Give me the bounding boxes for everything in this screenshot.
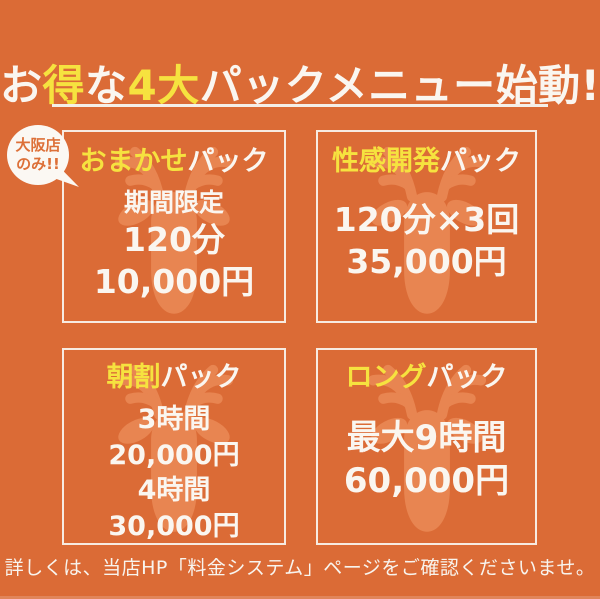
pack-title-highlight: 性感開発 <box>332 146 440 177</box>
pack-title-highlight: 朝割 <box>106 362 161 393</box>
pack-card-omakase: おまかせパック 期間限定 120分 10,000円 <box>62 130 286 323</box>
badge-circle <box>7 125 69 185</box>
pack-detail: 4時間 <box>137 475 211 507</box>
pack-title-highlight: ロング <box>345 362 427 393</box>
footer-note: 詳しくは、当店HP「料金システム」ページをご確認くださいませ。 <box>4 557 596 579</box>
pack-detail: 120分×3回 <box>333 200 520 240</box>
pack-title: ロングパック <box>318 362 535 394</box>
badge-line-1: 大阪店 <box>15 136 61 155</box>
pack-detail: 120分 <box>123 220 225 260</box>
pack-title-suffix: パック <box>187 146 269 177</box>
badge-line-2: のみ!! <box>16 155 60 173</box>
pack-detail: 3時間 <box>137 404 211 436</box>
headline-segment-highlight: 4大 <box>127 61 200 111</box>
pack-title: おまかせパック <box>64 146 284 178</box>
pack-detail: 期間限定 <box>123 188 224 218</box>
badge-text: 大阪店 のみ!! <box>7 125 69 185</box>
pack-title-suffix: パック <box>426 362 508 393</box>
headline-divider <box>52 104 548 107</box>
pack-title-highlight: おまかせ <box>79 146 188 177</box>
bottom-edge-strip <box>0 596 600 599</box>
osaka-only-badge: 大阪店 のみ!! <box>7 125 79 187</box>
headline-segment: パックメニュー始動! <box>199 61 600 111</box>
pack-price: 60,000円 <box>343 461 510 502</box>
pack-price: 35,000円 <box>346 241 507 281</box>
pack-card-long: ロングパック 最大9時間 60,000円 <box>316 348 537 545</box>
pack-card-seikan-kaihatsu: 性感開発パック 120分×3回 35,000円 <box>316 130 537 323</box>
pack-detail: 最大9時間 <box>346 418 507 459</box>
pack-price: 30,000円 <box>108 510 240 542</box>
pack-title-suffix: パック <box>160 362 242 393</box>
pack-card-asawari: 朝割パック 3時間 20,000円 4時間 30,000円 <box>62 348 286 545</box>
pack-title-suffix: パック <box>440 146 521 177</box>
headline: お得な4大パックメニュー始動! <box>0 52 600 113</box>
headline-segment: お <box>0 61 43 111</box>
pack-title: 朝割パック <box>64 362 284 394</box>
headline-segment: な <box>85 61 128 111</box>
pack-price: 20,000円 <box>108 439 240 471</box>
headline-segment-highlight: 得 <box>42 61 86 111</box>
pack-price: 10,000円 <box>93 261 255 301</box>
pack-title: 性感開発パック <box>318 146 535 178</box>
